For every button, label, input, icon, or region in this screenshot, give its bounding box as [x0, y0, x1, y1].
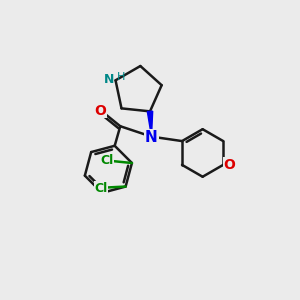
Text: H: H — [117, 72, 125, 82]
Text: Cl: Cl — [94, 182, 107, 195]
Text: N: N — [104, 73, 114, 86]
Text: O: O — [94, 104, 106, 118]
Polygon shape — [147, 111, 153, 136]
Text: N: N — [145, 130, 158, 145]
Text: Cl: Cl — [100, 154, 114, 167]
Text: O: O — [223, 158, 235, 172]
